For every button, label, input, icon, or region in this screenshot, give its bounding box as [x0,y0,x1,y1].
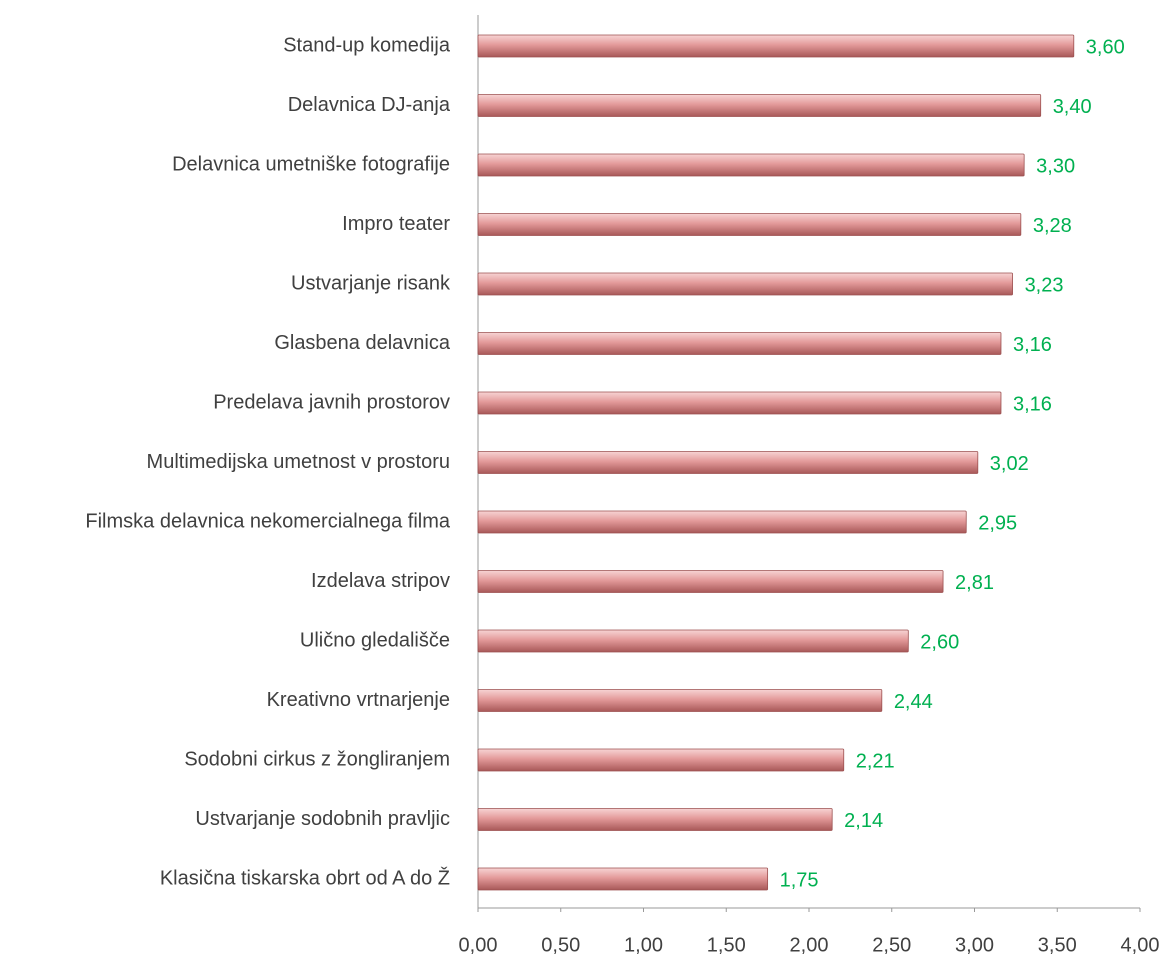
x-tick-label: 0,00 [459,934,498,956]
category-label: Delavnica DJ-anja [288,94,451,116]
category-label: Multimedijska umetnost v prostoru [147,451,450,473]
value-label: 2,14 [844,810,883,832]
value-label: 2,44 [894,691,933,713]
category-label: Izdelava stripov [311,570,450,592]
x-tick-label: 1,50 [707,934,746,956]
category-label: Stand-up komedija [283,34,451,56]
x-tick-label: 4,00 [1121,934,1160,956]
bar [477,332,1002,355]
value-label: 2,60 [920,631,959,653]
category-label: Kreativno vrtnarjenje [267,689,450,711]
category-label: Ulično gledališče [300,629,450,651]
x-tick-label: 3,00 [955,934,994,956]
category-label: Delavnica umetniške fotografije [172,153,450,175]
value-label: 3,16 [1013,393,1052,415]
bar [477,213,1022,236]
x-tick-label: 3,50 [1038,934,1077,956]
x-tick-label: 1,00 [624,934,663,956]
category-label: Glasbena delavnica [274,332,451,354]
category-label: Sodobni cirkus z žongliranjem [184,748,450,770]
category-label: Impro teater [342,213,450,235]
value-label: 3,16 [1013,334,1052,356]
value-label: 2,81 [955,572,994,594]
category-label: Ustvarjanje risank [291,272,451,294]
x-tick-label: 2,00 [790,934,829,956]
bar [477,510,967,534]
bar [477,34,1075,58]
bar [477,689,883,712]
value-label: 1,75 [780,869,819,891]
bar [477,391,1002,415]
value-label: 2,21 [856,750,895,772]
bar [477,272,1013,296]
value-label: 3,23 [1025,274,1064,296]
value-label: 2,95 [978,512,1017,534]
bar [477,94,1042,117]
category-label: Filmska delavnica nekomercialnega filma [85,510,450,532]
value-label: 3,30 [1036,155,1075,177]
category-label: Predelava javnih prostorov [213,391,450,413]
bar [477,570,944,593]
bar [477,153,1025,177]
bar [477,867,769,891]
x-tick-label: 2,50 [872,934,911,956]
value-label: 3,40 [1053,96,1092,118]
x-tick-label: 0,50 [541,934,580,956]
value-label: 3,60 [1086,36,1125,58]
category-label: Klasična tiskarska obrt od A do Ž [160,866,450,889]
bar [477,808,833,831]
value-label: 3,28 [1033,215,1072,237]
bar [477,629,909,653]
value-label: 3,02 [990,453,1029,475]
bar [477,451,979,474]
category-label: Ustvarjanje sodobnih pravljic [195,808,450,830]
bar [477,748,845,772]
